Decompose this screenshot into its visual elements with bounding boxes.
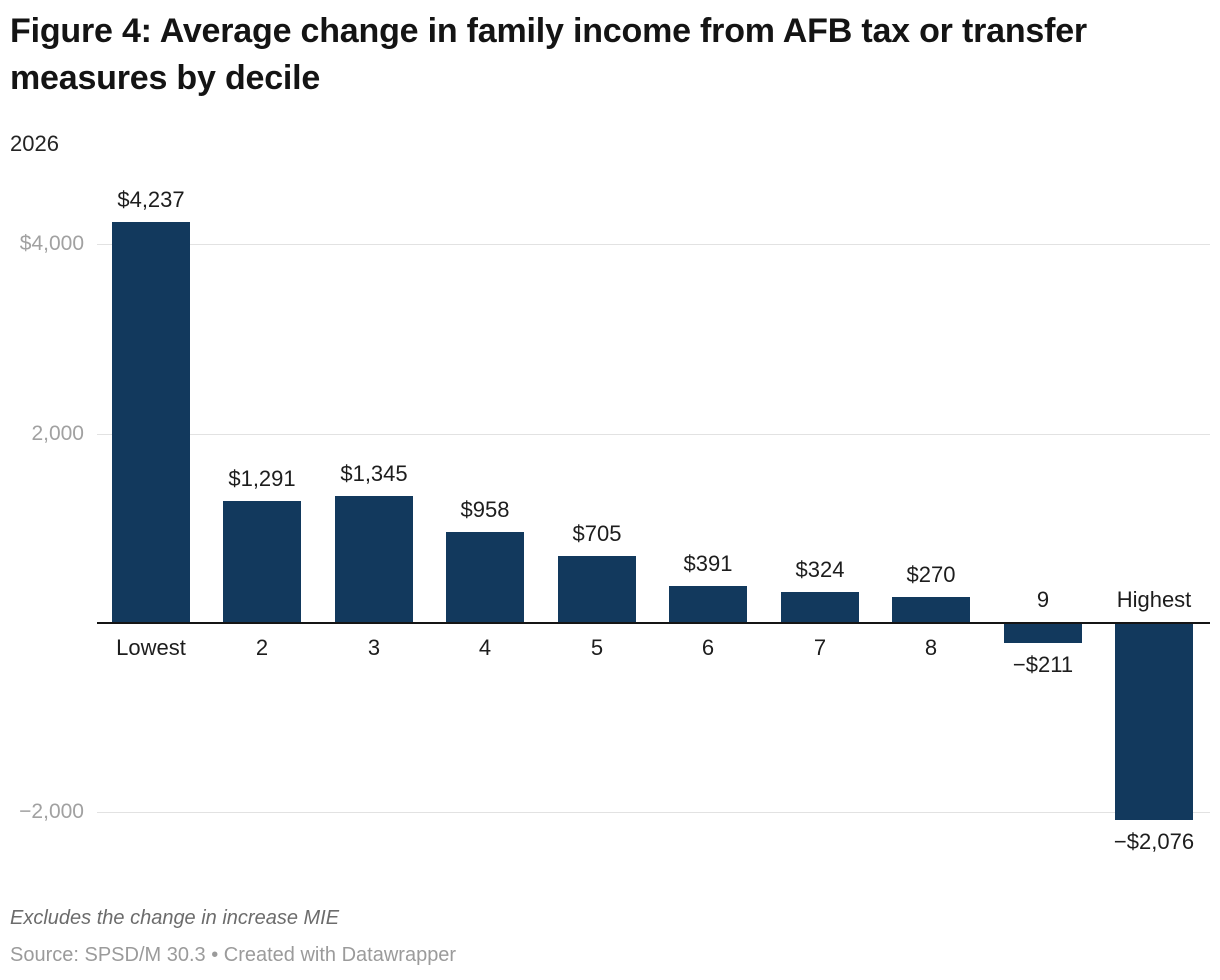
bar (112, 222, 190, 623)
bar-value-label: $1,291 (228, 466, 296, 491)
bar (558, 556, 636, 623)
x-category-label: 2 (255, 635, 269, 660)
bar-value-label: $705 (572, 521, 622, 546)
bar-value-label: $270 (906, 562, 956, 587)
bar (1115, 623, 1193, 820)
x-category-label: 7 (813, 635, 827, 660)
bar-value-label: $4,237 (117, 187, 185, 212)
bar (223, 501, 301, 623)
gridline (97, 434, 1210, 435)
bar (335, 496, 413, 623)
bar-value-label: $1,345 (340, 461, 408, 486)
y-axis-tick-label: 2,000 (31, 422, 84, 445)
bar (892, 597, 970, 623)
bar-value-label: $324 (795, 557, 845, 582)
x-category-label: 5 (590, 635, 604, 660)
figure-source: Source: SPSD/M 30.3 • Created with Dataw… (10, 944, 457, 966)
bar (446, 532, 524, 623)
bar (781, 592, 859, 623)
x-category-label: 9 (1036, 587, 1050, 612)
gridline (97, 812, 1210, 813)
figure-title: Figure 4: Average change in family incom… (10, 12, 1087, 97)
bar (1004, 623, 1082, 643)
x-category-label: 6 (701, 635, 715, 660)
bar-value-label: −$2,076 (1113, 829, 1195, 854)
figure-note: Excludes the change in increase MIE (10, 907, 340, 929)
bar-value-label: $391 (683, 551, 733, 576)
x-category-label: Highest (1116, 587, 1192, 612)
y-axis-tick-label: $4,000 (19, 232, 84, 255)
gridline (97, 244, 1210, 245)
y-axis-tick-label: −2,000 (19, 800, 84, 823)
bar-value-label: −$211 (1012, 652, 1074, 677)
figure-subtitle: 2026 (10, 131, 59, 156)
bar (669, 586, 747, 623)
x-category-label: 3 (367, 635, 381, 660)
bar-value-label: $958 (460, 497, 510, 522)
zero-baseline (97, 622, 1210, 624)
x-category-label: Lowest (116, 635, 186, 660)
x-category-label: 8 (924, 635, 938, 660)
x-category-label: 4 (478, 635, 492, 660)
